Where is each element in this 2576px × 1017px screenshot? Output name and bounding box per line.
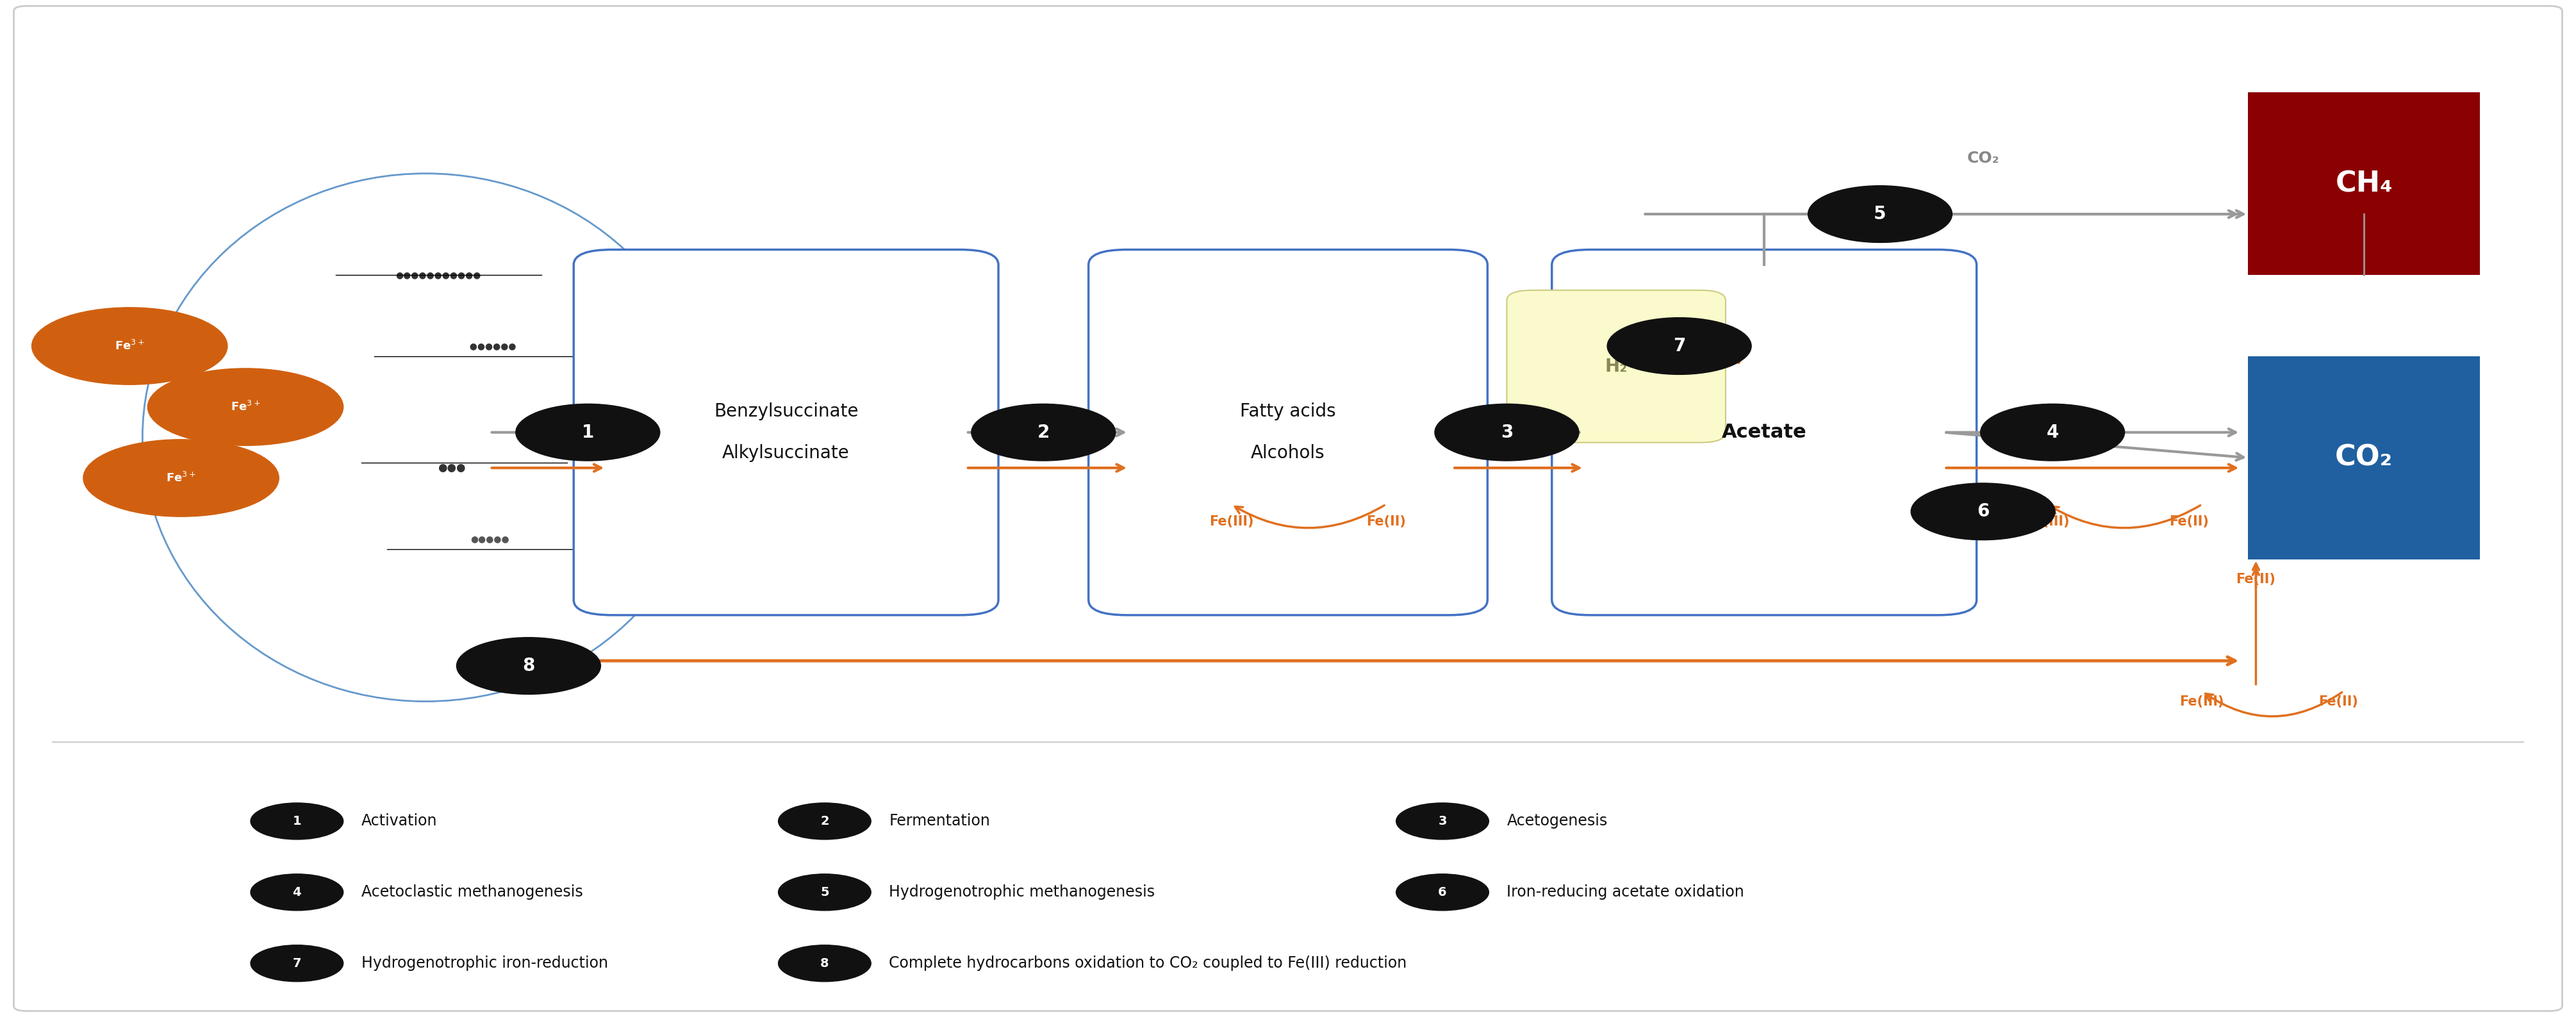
Text: Fe(III): Fe(III) [1208, 516, 1255, 528]
FancyBboxPatch shape [2249, 93, 2481, 275]
FancyBboxPatch shape [1551, 249, 1976, 615]
Circle shape [1396, 874, 1489, 910]
Text: 5: 5 [1873, 205, 1886, 223]
Text: Acetate: Acetate [1721, 423, 1806, 441]
Text: 7: 7 [1672, 337, 1685, 355]
Text: Fe(II): Fe(II) [2169, 516, 2208, 528]
Text: 6: 6 [1437, 886, 1448, 898]
Text: 3: 3 [1502, 423, 1512, 441]
Circle shape [515, 404, 659, 461]
FancyBboxPatch shape [1507, 290, 1726, 442]
Text: Fe(II): Fe(II) [1365, 516, 1406, 528]
Text: Fe(II): Fe(II) [2318, 695, 2357, 708]
Text: Fe$^{3+}$: Fe$^{3+}$ [167, 472, 196, 484]
Circle shape [1435, 404, 1579, 461]
Text: 7: 7 [294, 957, 301, 969]
Text: Fe$^{3+}$: Fe$^{3+}$ [232, 401, 260, 414]
Text: Fe(II): Fe(II) [1623, 327, 1664, 341]
Text: CO₂: CO₂ [1968, 151, 1999, 166]
Circle shape [147, 368, 343, 445]
Text: 1: 1 [582, 423, 595, 441]
Text: Fe(II): Fe(II) [2236, 574, 2275, 586]
Text: Fermentation: Fermentation [889, 814, 989, 829]
FancyBboxPatch shape [574, 249, 999, 615]
Circle shape [250, 945, 343, 981]
Circle shape [1396, 802, 1489, 839]
Text: Activation: Activation [361, 814, 438, 829]
Text: ●●●●●●●●●●●: ●●●●●●●●●●● [397, 271, 482, 280]
Text: Fe(III): Fe(III) [1698, 352, 1744, 365]
Text: Hydrogenotrophic iron-reduction: Hydrogenotrophic iron-reduction [361, 956, 608, 971]
Circle shape [1808, 186, 1953, 242]
Circle shape [1981, 404, 2125, 461]
Circle shape [1911, 483, 2056, 540]
Text: 8: 8 [819, 957, 829, 969]
Circle shape [250, 802, 343, 839]
Text: Fatty acids

Alcohols: Fatty acids Alcohols [1239, 403, 1337, 462]
Text: Fe(III): Fe(III) [2025, 516, 2069, 528]
Text: 4: 4 [294, 886, 301, 898]
Circle shape [778, 945, 871, 981]
Text: Fe(III): Fe(III) [2179, 695, 2223, 708]
Circle shape [778, 802, 871, 839]
Circle shape [456, 638, 600, 695]
Circle shape [1607, 317, 1752, 374]
Text: CO₂: CO₂ [2336, 444, 2393, 472]
Text: 2: 2 [1038, 423, 1048, 441]
Text: ●●●: ●●● [438, 462, 466, 474]
Text: Iron-reducing acetate oxidation: Iron-reducing acetate oxidation [1507, 885, 1744, 900]
Text: 8: 8 [523, 657, 536, 675]
Text: Complete hydrocarbons oxidation to CO₂ coupled to Fe(III) reduction: Complete hydrocarbons oxidation to CO₂ c… [889, 956, 1406, 971]
Text: Hydrogenotrophic methanogenesis: Hydrogenotrophic methanogenesis [889, 885, 1154, 900]
Circle shape [971, 404, 1115, 461]
Text: Fe$^{3+}$: Fe$^{3+}$ [116, 340, 144, 353]
Text: 5: 5 [819, 886, 829, 898]
Circle shape [778, 874, 871, 910]
Text: 1: 1 [294, 815, 301, 827]
Text: H₂: H₂ [1605, 357, 1628, 375]
Text: 4: 4 [2045, 423, 2058, 441]
Text: 2: 2 [819, 815, 829, 827]
Text: ●●●●●●: ●●●●●● [464, 342, 515, 351]
Text: CH₄: CH₄ [2336, 170, 2393, 197]
Text: 3: 3 [1437, 815, 1448, 827]
FancyBboxPatch shape [13, 6, 2563, 1011]
FancyBboxPatch shape [1090, 249, 1486, 615]
Text: ●●●●●: ●●●●● [471, 535, 510, 543]
Circle shape [82, 439, 278, 517]
FancyBboxPatch shape [2249, 356, 2481, 559]
Text: Benzylsuccinate

Alkylsuccinate: Benzylsuccinate Alkylsuccinate [714, 403, 858, 462]
Text: 6: 6 [1976, 502, 1989, 521]
Text: Acetoclastic methanogenesis: Acetoclastic methanogenesis [361, 885, 582, 900]
Circle shape [250, 874, 343, 910]
Text: Acetogenesis: Acetogenesis [1507, 814, 1607, 829]
Circle shape [31, 307, 227, 384]
